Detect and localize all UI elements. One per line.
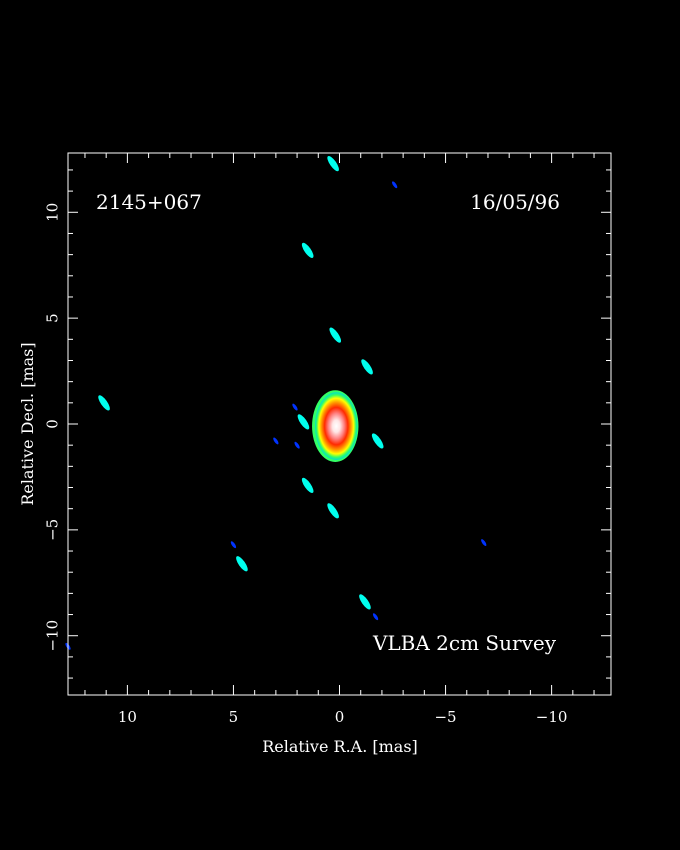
jet-component xyxy=(301,242,314,258)
x-tick-label: 0 xyxy=(335,708,345,726)
jet-component xyxy=(392,181,398,189)
jet-component xyxy=(327,503,339,519)
emission-layer xyxy=(65,155,487,650)
jet-component xyxy=(292,403,298,411)
observation-date: 16/05/96 xyxy=(470,190,560,214)
x-tick-label: −5 xyxy=(434,708,456,726)
y-tick-label: 0 xyxy=(43,419,61,429)
x-tick-labels: 10 5 0 −5 −10 xyxy=(118,708,568,726)
x-tick-label: 5 xyxy=(229,708,239,726)
survey-label: VLBA 2cm Survey xyxy=(372,631,557,655)
jet-component xyxy=(294,441,300,449)
axis-ticks xyxy=(68,153,611,695)
x-tick-label: 10 xyxy=(118,708,137,726)
core-peak xyxy=(315,392,358,460)
jet-component xyxy=(329,327,342,343)
core-layer xyxy=(312,390,359,462)
source-name: 2145+067 xyxy=(96,190,202,214)
y-axis-label: Relative Decl. [mas] xyxy=(18,342,37,505)
x-axis-label: Relative R.A. [mas] xyxy=(262,737,418,756)
y-tick-labels: 10 5 0 −5 −10 xyxy=(43,203,61,652)
y-tick-label: 5 xyxy=(43,313,61,323)
y-tick-label: 10 xyxy=(43,203,61,222)
y-tick-label: −5 xyxy=(43,519,61,541)
jet-component xyxy=(361,359,373,375)
x-tick-label: −10 xyxy=(536,708,568,726)
jet-component xyxy=(297,414,310,430)
jet-component xyxy=(359,594,371,610)
jet-component xyxy=(236,556,248,572)
jet-component xyxy=(273,437,279,445)
y-tick-label: −10 xyxy=(43,620,61,652)
jet-component xyxy=(327,155,339,172)
jet-component xyxy=(301,477,314,493)
jet-component xyxy=(371,433,384,449)
jet-component xyxy=(98,395,110,411)
jet-component xyxy=(230,541,237,549)
jet-component xyxy=(481,539,487,546)
jet-component xyxy=(372,613,379,621)
